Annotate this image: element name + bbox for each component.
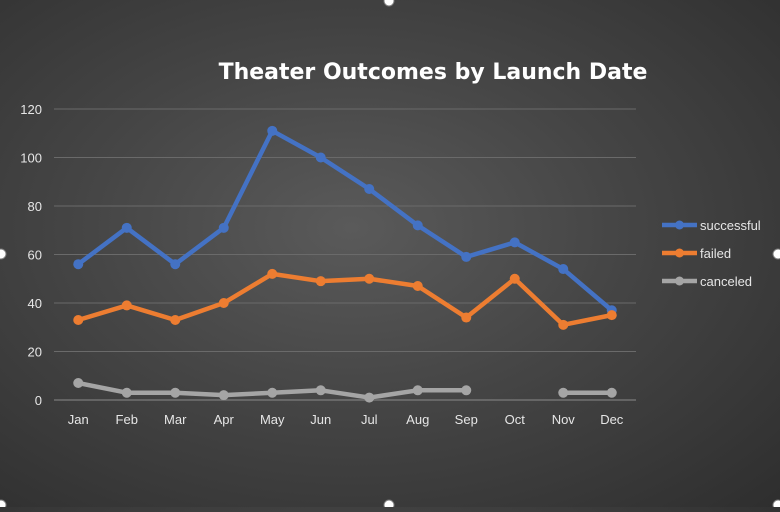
data-point (364, 392, 375, 403)
resize-handle[interactable] (0, 499, 7, 511)
data-point (170, 259, 181, 270)
legend-item-failed: failed (662, 246, 731, 261)
x-tick-label: Apr (214, 412, 235, 427)
data-point (121, 222, 132, 233)
x-tick-label: Aug (406, 412, 429, 427)
data-point (121, 387, 132, 398)
resize-handle[interactable] (0, 248, 7, 260)
data-point (558, 387, 569, 398)
data-point (558, 319, 569, 330)
data-point (218, 222, 229, 233)
y-tick-label: 0 (35, 393, 42, 408)
data-point (558, 264, 569, 275)
data-point (606, 387, 617, 398)
x-tick-label: Nov (552, 412, 576, 427)
series-failed (73, 268, 617, 330)
gridlines (54, 108, 636, 401)
y-tick-label: 100 (20, 151, 42, 166)
x-tick-label: Sep (455, 412, 478, 427)
data-point (315, 152, 326, 163)
resize-handle[interactable] (383, 499, 395, 511)
data-point (461, 385, 472, 396)
data-point (170, 387, 181, 398)
x-tick-label: Oct (505, 412, 526, 427)
series-successful (73, 125, 617, 316)
data-point (170, 314, 181, 325)
data-point (73, 314, 84, 325)
data-point (73, 378, 84, 389)
data-point (509, 237, 520, 248)
series-group (73, 125, 617, 403)
x-tick-label: Mar (164, 412, 187, 427)
y-tick-label: 120 (20, 102, 42, 117)
y-tick-label: 20 (28, 345, 42, 360)
y-axis-ticks: 0 20 40 60 80 100 120 (20, 102, 42, 408)
legend-label: failed (700, 246, 731, 261)
data-point (461, 312, 472, 323)
resize-handle[interactable] (772, 248, 780, 260)
data-point (267, 387, 278, 398)
resize-handle[interactable] (383, 0, 395, 7)
data-point (218, 390, 229, 401)
series-canceled (73, 378, 617, 403)
x-tick-label: Feb (116, 412, 138, 427)
data-point (121, 300, 132, 311)
y-tick-label: 40 (28, 296, 42, 311)
legend-swatch-marker (675, 248, 684, 258)
legend-label: canceled (700, 274, 752, 289)
x-axis-ticks: Jan Feb Mar Apr May Jun Jul Aug Sep Oct Nov Dec (68, 412, 624, 427)
data-point (218, 298, 229, 308)
data-point (412, 220, 423, 231)
legend-item-canceled: canceled (662, 274, 752, 289)
y-tick-label: 60 (28, 248, 42, 263)
data-point (73, 259, 84, 270)
x-tick-label: Jul (361, 412, 378, 427)
x-tick-label: Jun (310, 412, 331, 427)
series-line (76, 128, 614, 313)
data-point (315, 276, 326, 287)
x-tick-label: Dec (600, 412, 624, 427)
data-point (606, 310, 617, 321)
data-point (364, 273, 375, 284)
data-point (267, 125, 278, 136)
data-point (412, 385, 423, 396)
x-tick-label: May (260, 412, 285, 427)
series-line (76, 271, 614, 328)
data-point (315, 385, 326, 396)
x-tick-label: Jan (68, 412, 89, 427)
chart-title: Theater Outcomes by Launch Date (219, 60, 648, 85)
data-point (364, 184, 375, 195)
legend-label: successful (700, 218, 761, 233)
data-point (461, 251, 472, 262)
legend-swatch-marker (675, 276, 684, 286)
data-point (509, 273, 520, 284)
legend-swatch-marker (675, 220, 684, 230)
data-point (412, 281, 423, 292)
legend-item-successful: successful (662, 218, 761, 233)
data-point (267, 268, 278, 279)
resize-handle[interactable] (772, 499, 780, 511)
legend: successful failed canceled (662, 218, 761, 289)
y-tick-label: 80 (28, 199, 42, 214)
